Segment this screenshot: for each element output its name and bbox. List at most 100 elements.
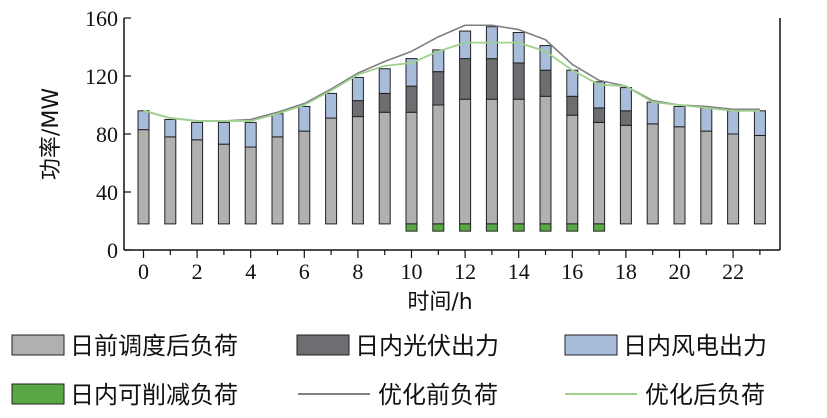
y-axis-title: 功率/MW	[39, 88, 64, 180]
bar-wind-output	[673, 105, 686, 128]
bar-day-ahead-load	[244, 146, 257, 225]
bar-day-ahead-load	[217, 143, 230, 225]
bar-day-ahead-load	[673, 126, 686, 225]
bar-curtailable-load	[566, 223, 579, 232]
legend-swatch	[11, 334, 65, 356]
legend-item: 优化前负荷	[298, 381, 498, 409]
y-tick-label: 120	[85, 64, 118, 89]
x-tick-label: 8	[352, 259, 363, 284]
bar-wind-output	[619, 87, 632, 112]
bar-wind-output	[351, 76, 364, 102]
bar-wind-output	[137, 110, 150, 131]
bar-day-ahead-load	[459, 98, 472, 225]
legend-item: 日内风电出力	[564, 332, 767, 360]
legend-item: 日内光伏出力	[296, 332, 499, 360]
bar-day-ahead-load	[646, 123, 659, 225]
x-tick-label: 4	[245, 259, 256, 284]
bar-pv-output	[539, 69, 552, 97]
bar-day-ahead-load	[512, 98, 525, 225]
legend-item: 日内可削减负荷	[11, 381, 238, 409]
bar-pv-output	[459, 58, 472, 100]
bar-pv-output	[593, 107, 606, 123]
legend-label: 日前调度后负荷	[70, 332, 238, 360]
legend-label: 日内光伏出力	[355, 332, 499, 360]
bar-day-ahead-load	[727, 133, 740, 225]
line-pre-optimization-load	[143, 24, 760, 122]
bar-wind-output	[727, 110, 740, 135]
x-tick-label: 2	[192, 259, 203, 284]
bar-pv-output	[432, 71, 445, 106]
axes: 0 40 80 120 160 0 2 4 6 8 10 12 14 16 18 20 22	[85, 6, 781, 284]
x-tick-label: 16	[561, 259, 583, 284]
y-tick-label: 40	[96, 180, 118, 205]
plot-area	[137, 24, 766, 232]
bar-wind-output	[753, 110, 766, 136]
bar-day-ahead-load	[432, 104, 445, 225]
bar-curtailable-load	[593, 223, 606, 232]
bar-day-ahead-load	[619, 124, 632, 225]
bar-day-ahead-load	[539, 95, 552, 225]
bar-day-ahead-load	[378, 111, 391, 225]
x-tick-label: 0	[138, 259, 149, 284]
bar-pv-output	[405, 85, 418, 113]
bar-wind-output	[700, 107, 713, 132]
bar-wind-output	[217, 121, 230, 145]
bar-wind-output	[405, 58, 418, 87]
y-tick-label: 80	[96, 122, 118, 147]
bar-curtailable-load	[405, 223, 418, 232]
bar-pv-output	[485, 58, 498, 100]
bar-wind-output	[298, 105, 311, 132]
x-tick-label: 12	[454, 259, 476, 284]
y-tick-label: 160	[85, 6, 118, 31]
x-tick-label: 18	[615, 259, 637, 284]
bar-day-ahead-load	[593, 121, 606, 225]
bar-wind-output	[539, 45, 552, 71]
legend-swatch	[296, 334, 350, 356]
legend-item: 优化后负荷	[565, 381, 765, 409]
bar-day-ahead-load	[325, 117, 338, 225]
x-tick-label: 20	[669, 259, 691, 284]
x-axis-title: 时间/h	[407, 290, 472, 315]
bar-pv-output	[512, 62, 525, 100]
bar-wind-output	[164, 119, 177, 138]
bar-day-ahead-load	[700, 130, 713, 225]
bar-day-ahead-load	[164, 136, 177, 225]
bar-day-ahead-load	[137, 129, 150, 225]
bar-wind-output	[646, 101, 659, 125]
bar-curtailable-load	[512, 223, 525, 232]
bar-wind-output	[566, 69, 579, 97]
bar-wind-output	[432, 49, 445, 73]
bar-curtailable-load	[485, 223, 498, 232]
bar-wind-output	[593, 81, 606, 109]
bar-day-ahead-load	[298, 130, 311, 225]
bar-day-ahead-load	[753, 134, 766, 225]
legend-label: 优化前负荷	[378, 381, 498, 409]
bar-day-ahead-load	[485, 98, 498, 225]
bar-wind-output	[512, 32, 525, 64]
line-post-optimization-load	[143, 41, 760, 122]
legend-item: 日前调度后负荷	[11, 332, 238, 360]
legend-label: 日内可削减负荷	[70, 381, 238, 409]
bar-pv-output	[619, 110, 632, 126]
bar-curtailable-load	[459, 223, 472, 232]
x-tick-label: 6	[299, 259, 310, 284]
x-tick-label: 22	[722, 259, 744, 284]
bar-wind-output	[378, 68, 391, 94]
bar-day-ahead-load	[271, 136, 284, 225]
bar-day-ahead-load	[566, 114, 579, 225]
bar-pv-output	[378, 92, 391, 113]
y-tick-label: 0	[107, 238, 118, 263]
legend-swatch	[564, 334, 618, 356]
bar-curtailable-load	[539, 223, 552, 232]
bar-wind-output	[244, 121, 257, 148]
bar-wind-output	[191, 121, 204, 141]
bar-day-ahead-load	[191, 139, 204, 225]
bar-wind-output	[271, 113, 284, 138]
x-tick-label: 10	[401, 259, 423, 284]
bar-curtailable-load	[432, 223, 445, 232]
legend-label: 日内风电出力	[623, 332, 767, 360]
legend-swatch	[11, 383, 65, 405]
bar-day-ahead-load	[351, 116, 364, 225]
legend-label: 优化后负荷	[645, 381, 765, 409]
